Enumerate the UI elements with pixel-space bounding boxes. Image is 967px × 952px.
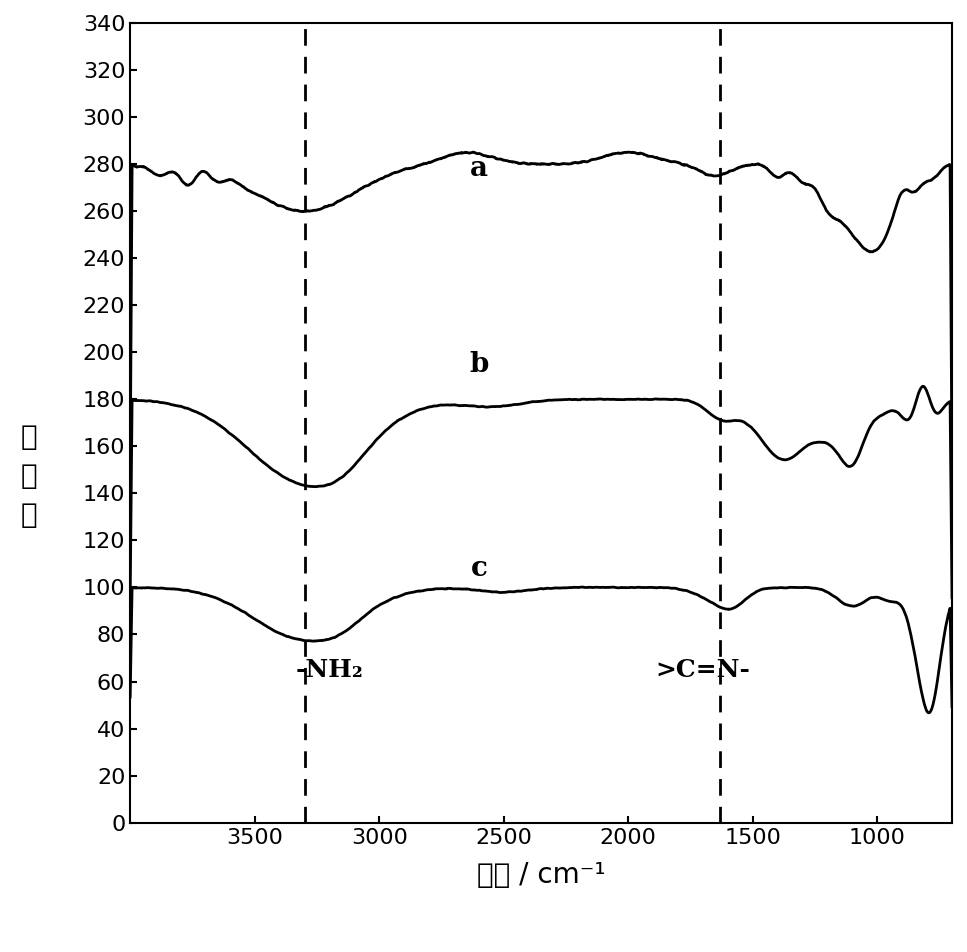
Text: -NH₂: -NH₂: [296, 658, 364, 682]
Text: c: c: [470, 555, 487, 582]
Text: b: b: [469, 350, 488, 378]
Text: 透
射
率: 透 射 率: [20, 423, 38, 529]
X-axis label: 波数 / cm⁻¹: 波数 / cm⁻¹: [477, 862, 605, 889]
Text: a: a: [470, 155, 487, 183]
Text: >C=N-: >C=N-: [656, 658, 750, 682]
